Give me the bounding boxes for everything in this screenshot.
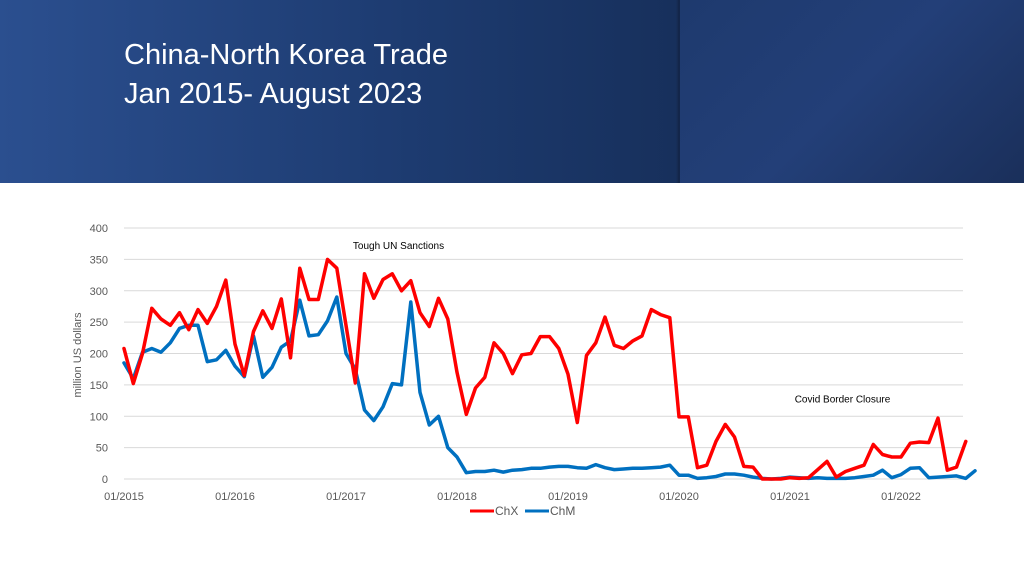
y-tick-label: 150 [90, 380, 108, 392]
chart-annotations: Tough UN Sanctions Covid Border Closure [353, 241, 891, 406]
y-tick-label: 200 [90, 349, 108, 361]
slide-title-line1: China-North Korea Trade [124, 39, 448, 71]
legend-label-chx: ChX [495, 504, 518, 518]
x-tick-label: 01/2018 [437, 491, 477, 503]
x-tick-label: 01/2017 [326, 491, 366, 503]
series-line-chx [122, 257, 968, 481]
chart-annotation: Covid Border Closure [795, 395, 891, 406]
x-tick-label: 01/2021 [770, 491, 810, 503]
slide-title: China-North Korea Trade Jan 2015- August… [124, 36, 448, 114]
y-axis-label: million US dollars [72, 312, 84, 397]
chart-annotation: Tough UN Sanctions [353, 241, 444, 252]
legend-label-chm: ChM [550, 504, 575, 518]
y-tick-label: 0 [102, 474, 108, 486]
x-tick-label: 01/2015 [104, 491, 144, 503]
y-tick-label: 400 [90, 223, 108, 235]
slide-title-line2: Jan 2015- August 2023 [124, 78, 423, 110]
y-axis-ticks: 0 50 100 150 200 250 300 350 400 [90, 223, 108, 486]
header-accent-panel [678, 0, 1024, 183]
chart-legend: ChX ChM [470, 504, 575, 518]
y-tick-label: 350 [90, 254, 108, 266]
x-tick-label: 01/2022 [881, 491, 921, 503]
chart-series [122, 257, 977, 481]
chart-gridlines [124, 227, 963, 480]
x-tick-label: 01/2019 [548, 491, 588, 503]
series-line-chm [122, 295, 977, 481]
x-tick-label: 01/2016 [215, 491, 255, 503]
x-tick-label: 01/2020 [659, 491, 699, 503]
x-axis-ticks: 01/2015 01/2016 01/2017 01/2018 01/2019 01/20… [104, 491, 921, 503]
y-tick-label: 50 [96, 443, 108, 455]
y-tick-label: 100 [90, 411, 108, 423]
y-tick-label: 300 [90, 286, 108, 298]
y-tick-label: 250 [90, 317, 108, 329]
